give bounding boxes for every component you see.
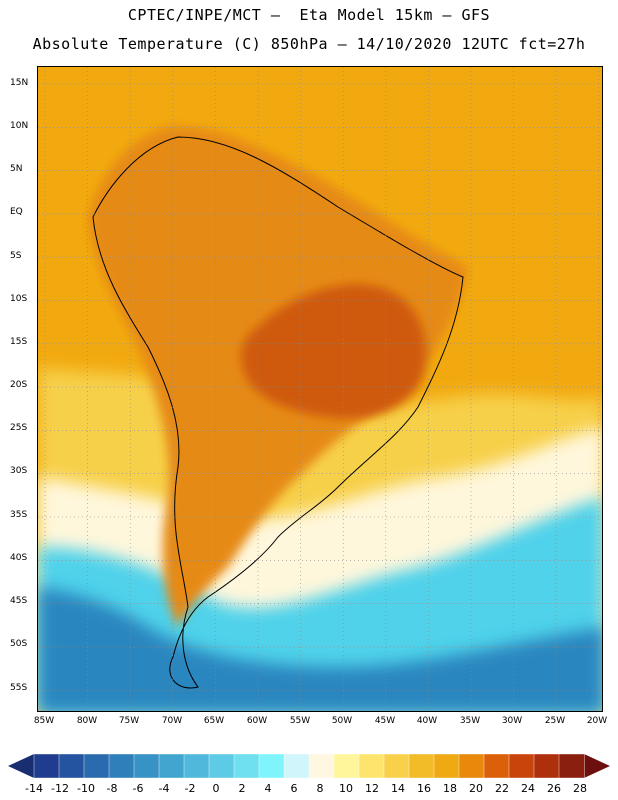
colorbar-label-20: 20	[469, 782, 483, 795]
colorbar-right-arrow	[584, 754, 610, 778]
colorbar-label-neg14: -14	[25, 782, 43, 795]
lat-label-5s: 5S	[10, 251, 22, 261]
colorbar-label-26: 26	[547, 782, 561, 795]
lon-label-35w: 35W	[459, 716, 481, 726]
lat-label-35s: 35S	[10, 510, 28, 520]
colorbar-cell	[233, 753, 260, 778]
colorbar-cell	[283, 753, 310, 778]
colorbar-cell	[483, 753, 510, 778]
temperature-colorbar	[8, 753, 610, 778]
south-america-coastline	[92, 136, 464, 689]
lon-label-70w: 70W	[161, 716, 183, 726]
lon-label-80w: 80W	[76, 716, 98, 726]
lon-label-85w: 85W	[33, 716, 55, 726]
colorbar-cell	[383, 753, 410, 778]
colorbar-cell	[433, 753, 460, 778]
lat-label-10n: 10N	[10, 121, 29, 131]
lon-label-30w: 30W	[501, 716, 523, 726]
colorbar-label-18: 18	[443, 782, 457, 795]
title-line-1: CPTEC/INPE/MCT – Eta Model 15km – GFS	[127, 6, 491, 24]
colorbar-cell	[133, 753, 160, 778]
lon-label-20w: 20W	[586, 716, 608, 726]
colorbar-label-neg10: -10	[77, 782, 95, 795]
colorbar-cell	[258, 753, 285, 778]
colorbar-label-neg12: -12	[51, 782, 69, 795]
colorbar-label-24: 24	[521, 782, 535, 795]
colorbar-cell	[183, 753, 210, 778]
colorbar-label-neg8: -8	[106, 782, 118, 795]
colorbar-cell	[308, 753, 335, 778]
lat-label-20s: 20S	[10, 380, 28, 390]
colorbar-cell	[33, 753, 60, 778]
colorbar-label-0: 0	[212, 782, 220, 795]
lon-label-40w: 40W	[416, 716, 438, 726]
colorbar-left-arrow	[8, 754, 34, 778]
lon-label-50w: 50W	[331, 716, 353, 726]
colorbar-cell	[558, 753, 585, 778]
colorbar-cell	[108, 753, 135, 778]
colorbar-label-12: 12	[365, 782, 379, 795]
lat-label-eq: EQ	[10, 207, 23, 217]
lat-label-10s: 10S	[10, 294, 28, 304]
colorbar-label-2: 2	[238, 782, 246, 795]
colorbar-label-28: 28	[573, 782, 587, 795]
lat-label-25s: 25S	[10, 423, 28, 433]
colorbar-label-neg2: -2	[184, 782, 196, 795]
lon-label-65w: 65W	[203, 716, 225, 726]
lat-label-15n: 15N	[10, 78, 29, 88]
lon-label-25w: 25W	[544, 716, 566, 726]
colorbar-cell	[208, 753, 235, 778]
lat-label-5n: 5N	[10, 164, 23, 174]
lon-label-75w: 75W	[118, 716, 140, 726]
colorbar-label-22: 22	[495, 782, 509, 795]
colorbar-label-14: 14	[391, 782, 405, 795]
temperature-field-svg	[38, 67, 602, 711]
lon-label-45w: 45W	[374, 716, 396, 726]
lon-label-60w: 60W	[246, 716, 268, 726]
colorbar-label-neg6: -6	[132, 782, 144, 795]
lon-label-55w: 55W	[289, 716, 311, 726]
lat-label-15s: 15S	[10, 337, 28, 347]
lat-label-30s: 30S	[10, 466, 28, 476]
lat-label-45s: 45S	[10, 596, 28, 606]
lat-label-55s: 55S	[10, 683, 28, 693]
zone-coldest-south	[38, 587, 602, 711]
colorbar-cell	[158, 753, 185, 778]
title-line-2: Absolute Temperature (C) 850hPa – 14/10/…	[32, 35, 586, 53]
lat-label-40s: 40S	[10, 553, 28, 563]
colorbar-label-4: 4	[264, 782, 272, 795]
colorbar-cell	[58, 753, 85, 778]
colorbar-cell	[408, 753, 435, 778]
temperature-map	[37, 66, 603, 712]
colorbar-label-6: 6	[290, 782, 298, 795]
colorbar-cell	[508, 753, 535, 778]
colorbar-label-neg4: -4	[158, 782, 170, 795]
colorbar-cell	[533, 753, 560, 778]
zone-central-brazil-core	[241, 284, 426, 419]
colorbar-label-8: 8	[316, 782, 324, 795]
colorbar-cell	[83, 753, 110, 778]
colorbar-cell	[458, 753, 485, 778]
colorbar-label-16: 16	[417, 782, 431, 795]
colorbar-label-10: 10	[339, 782, 353, 795]
lat-label-50s: 50S	[10, 639, 28, 649]
colorbar-cell	[358, 753, 385, 778]
colorbar-cell	[333, 753, 360, 778]
